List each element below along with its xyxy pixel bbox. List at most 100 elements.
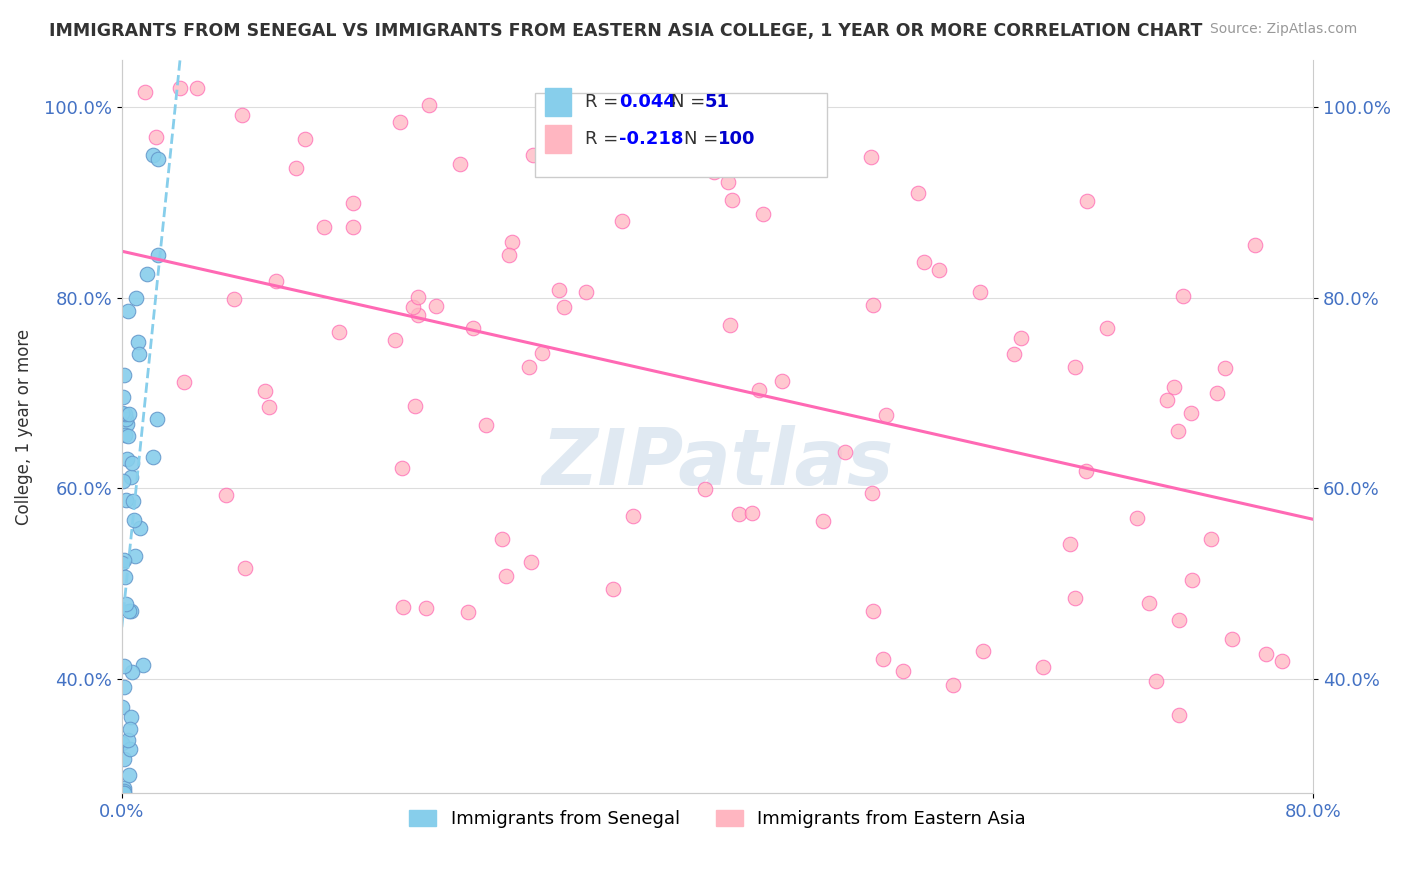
- Text: IMMIGRANTS FROM SENEGAL VS IMMIGRANTS FROM EASTERN ASIA COLLEGE, 1 YEAR OR MORE : IMMIGRANTS FROM SENEGAL VS IMMIGRANTS FR…: [49, 22, 1202, 40]
- Point: [1064, 591, 1087, 606]
- Point: [475, 418, 498, 433]
- Point: [1167, 424, 1189, 438]
- Point: [406, 308, 429, 322]
- Point: [112, 474, 135, 488]
- Point: [129, 521, 152, 535]
- Point: [117, 429, 139, 443]
- Point: [294, 132, 316, 146]
- Point: [120, 470, 142, 484]
- Point: [146, 412, 169, 426]
- Point: [148, 152, 170, 166]
- Point: [135, 268, 157, 282]
- Point: [124, 549, 146, 563]
- Point: [748, 384, 770, 398]
- Point: [610, 213, 633, 227]
- Point: [1059, 536, 1081, 550]
- Point: [121, 665, 143, 679]
- Point: [402, 300, 425, 314]
- Point: [111, 736, 134, 750]
- Point: [121, 456, 143, 470]
- Point: [860, 486, 883, 500]
- Text: N =: N =: [671, 93, 711, 112]
- Point: [112, 368, 135, 382]
- Point: [112, 783, 135, 797]
- Point: [695, 482, 717, 496]
- Point: [575, 285, 598, 300]
- Point: [253, 384, 276, 398]
- Point: [115, 451, 138, 466]
- Point: [118, 407, 141, 421]
- Point: [1171, 289, 1194, 303]
- Point: [752, 207, 775, 221]
- Point: [285, 161, 308, 175]
- Point: [522, 148, 544, 162]
- Point: [1144, 673, 1167, 688]
- Point: [770, 374, 793, 388]
- Point: [145, 130, 167, 145]
- Point: [112, 786, 135, 800]
- Point: [124, 291, 146, 305]
- Point: [114, 428, 136, 442]
- Point: [128, 346, 150, 360]
- Point: [1011, 331, 1033, 345]
- Point: [114, 597, 136, 611]
- Point: [495, 569, 517, 583]
- Point: [127, 334, 149, 349]
- Point: [860, 150, 883, 164]
- Point: [186, 81, 208, 95]
- Text: -0.218: -0.218: [619, 130, 683, 148]
- Point: [1167, 613, 1189, 627]
- Point: [517, 359, 540, 374]
- Point: [142, 148, 165, 162]
- Point: [112, 780, 135, 795]
- Point: [1254, 647, 1277, 661]
- Point: [112, 553, 135, 567]
- Point: [384, 333, 406, 347]
- Y-axis label: College, 1 year or more: College, 1 year or more: [15, 328, 32, 524]
- Point: [114, 407, 136, 421]
- Point: [1137, 596, 1160, 610]
- Point: [312, 220, 335, 235]
- Point: [1220, 632, 1243, 647]
- Point: [118, 742, 141, 756]
- Point: [120, 723, 142, 737]
- Text: 0.044: 0.044: [619, 93, 675, 112]
- Point: [969, 285, 991, 299]
- Point: [457, 605, 479, 619]
- Point: [720, 193, 742, 207]
- Point: [114, 493, 136, 508]
- Point: [120, 604, 142, 618]
- Bar: [544, 88, 571, 116]
- Text: R =: R =: [585, 130, 624, 148]
- Point: [391, 460, 413, 475]
- Point: [1199, 533, 1222, 547]
- Point: [111, 700, 134, 714]
- Point: [391, 599, 413, 614]
- Point: [1180, 406, 1202, 420]
- Point: [118, 603, 141, 617]
- Point: [112, 659, 135, 673]
- Point: [425, 299, 447, 313]
- Point: [1063, 359, 1085, 374]
- Point: [621, 509, 644, 524]
- Point: [548, 283, 571, 297]
- Point: [264, 274, 287, 288]
- Point: [173, 376, 195, 390]
- Point: [741, 506, 763, 520]
- Point: [463, 321, 485, 335]
- Point: [142, 450, 165, 465]
- Point: [862, 298, 884, 312]
- Point: [531, 346, 554, 360]
- Point: [972, 644, 994, 658]
- Point: [415, 601, 437, 615]
- Point: [231, 108, 253, 122]
- Point: [122, 493, 145, 508]
- Point: [111, 406, 134, 420]
- Point: [1163, 380, 1185, 394]
- Point: [120, 710, 142, 724]
- Point: [233, 560, 256, 574]
- Point: [117, 304, 139, 318]
- Point: [718, 318, 741, 333]
- Point: [501, 235, 523, 249]
- Point: [498, 247, 520, 261]
